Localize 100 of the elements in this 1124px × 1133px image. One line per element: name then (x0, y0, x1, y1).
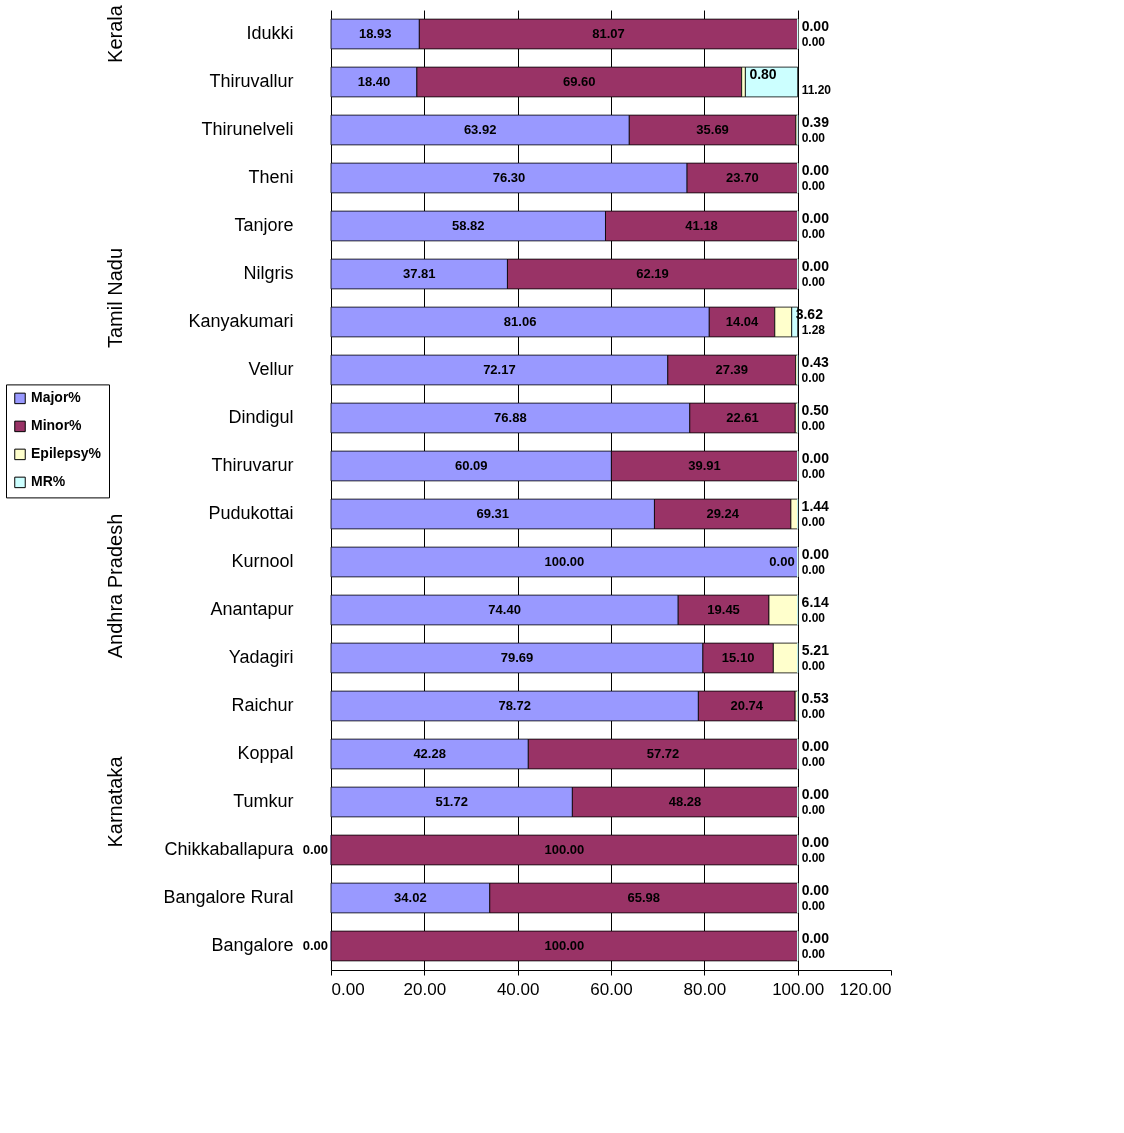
y-tick-label: Bangalore Rural (163, 887, 294, 907)
data-label: 76.88 (494, 410, 527, 425)
data-label: 5.21 (801, 642, 830, 658)
data-label: 58.82 (451, 218, 485, 233)
data-label: 0.00 (801, 371, 826, 385)
data-label: 48.28 (668, 794, 702, 809)
data-label: 0.00 (801, 467, 826, 481)
y-tick-label: Tanjore (234, 215, 294, 235)
data-label: 0.00 (801, 35, 826, 49)
text: Tamil Nadu (104, 247, 126, 349)
data-label: 0.00 (801, 419, 826, 433)
data-label: 76.30 (492, 170, 526, 185)
data-label: 6.14 (801, 594, 830, 610)
data-label: 63.92 (463, 122, 497, 137)
data-label: 0.50 (801, 402, 830, 418)
data-label: 34.02 (394, 890, 427, 905)
x-tick-label: 40.00 (496, 979, 540, 999)
data-label: 0.00 (302, 842, 328, 857)
data-label: 27.39 (715, 362, 748, 377)
x-tick-label: 100.00 (772, 979, 825, 999)
legend-label: Epilepsy% (31, 445, 102, 462)
data-label: 37.81 (402, 266, 436, 281)
data-label: 0.00 (801, 930, 830, 946)
data-label: 0.00 (801, 611, 826, 625)
x-tick-label: 80.00 (683, 979, 727, 999)
data-label: 1.44 (801, 498, 830, 514)
data-label: 57.72 (646, 746, 680, 761)
x-tick-label: 120.00 (839, 979, 892, 999)
data-label: 0.00 (801, 210, 830, 226)
data-label: 42.28 (413, 746, 446, 761)
text: Karnataka (104, 755, 126, 848)
data-label: 72.17 (483, 362, 516, 377)
data-label: 79.69 (500, 650, 534, 665)
data-label: 100.00 (544, 842, 585, 857)
data-label: 0.00 (801, 546, 830, 562)
y-tick-label: Raichur (231, 695, 294, 715)
data-label: 65.98 (627, 890, 660, 905)
y-tick-label: Chikkaballapura (164, 839, 295, 859)
data-label: 81.07 (592, 26, 625, 41)
data-label: 62.19 (636, 266, 669, 281)
data-label: 60.09 (454, 458, 488, 473)
y-tick-label: Koppal (237, 743, 294, 763)
data-label: 0.00 (801, 882, 830, 898)
y-tick-label: Kurnool (231, 551, 294, 571)
data-label: 51.72 (435, 794, 468, 809)
data-label: 0.00 (801, 707, 826, 721)
y-tick-label: Idukki (246, 23, 294, 43)
data-label: 0.00 (801, 227, 826, 241)
data-label: 0.00 (801, 131, 826, 145)
data-label: 20.74 (730, 698, 764, 713)
data-label: 0.00 (801, 18, 830, 34)
data-label: 0.00 (801, 258, 830, 274)
data-label: 100.00 (544, 938, 585, 953)
data-label: 69.31 (476, 506, 509, 521)
legend-label: Major% (31, 389, 82, 406)
data-label: 0.43 (801, 354, 830, 370)
data-label: 0.53 (801, 690, 830, 706)
data-label: 0.00 (801, 179, 826, 193)
data-label: 14.04 (725, 314, 760, 329)
y-tick-label: Tumkur (233, 791, 294, 811)
data-label: 0.00 (801, 786, 830, 802)
data-label: 81.06 (503, 314, 537, 329)
y-tick-label: Anantapur (210, 599, 294, 619)
data-label: 100.00 (544, 554, 585, 569)
data-label: 15.10 (721, 650, 755, 665)
x-tick-label: 20.00 (403, 979, 447, 999)
y-tick-label: Thiruvarur (211, 455, 294, 475)
y-tick-label: Kanyakumari (188, 311, 294, 331)
data-label: 35.69 (696, 122, 729, 137)
y-tick-label: Nilgris (243, 263, 294, 283)
data-label: 18.93 (358, 26, 392, 41)
x-tick-label: 0.00 (331, 979, 365, 999)
data-label: 74.40 (488, 602, 521, 617)
data-label: 0.00 (801, 899, 826, 913)
data-label: 69.60 (562, 74, 596, 89)
data-label: 22.61 (726, 410, 759, 425)
data-label: 0.00 (801, 851, 826, 865)
data-label: 0.00 (801, 803, 826, 817)
text: Andhra Pradesh (104, 513, 126, 659)
data-label: 29.24 (706, 506, 740, 521)
data-label: 23.70 (726, 170, 759, 185)
data-label: 0.00 (801, 515, 826, 529)
data-label: 0.00 (801, 659, 826, 673)
data-label: 41.18 (685, 218, 718, 233)
y-tick-label: Yadagiri (228, 647, 294, 667)
data-label: 11.20 (801, 83, 832, 97)
y-tick-label: Thirunelveli (201, 119, 294, 139)
y-tick-label: Vellur (248, 359, 294, 379)
data-label: 1.28 (801, 323, 826, 337)
y-tick-label: Pudukottai (208, 503, 294, 523)
y-tick-label: Thiruvallur (209, 71, 294, 91)
data-label: 78.72 (498, 698, 531, 713)
data-label: 0.00 (302, 938, 328, 953)
data-label: 0.00 (801, 450, 830, 466)
data-label: 0.00 (801, 162, 830, 178)
data-label: 0.00 (801, 834, 830, 850)
y-tick-label: Dindigul (228, 407, 294, 427)
data-label: 0.00 (769, 554, 795, 569)
data-label: 0.00 (801, 738, 830, 754)
y-tick-label: Theni (248, 167, 294, 187)
